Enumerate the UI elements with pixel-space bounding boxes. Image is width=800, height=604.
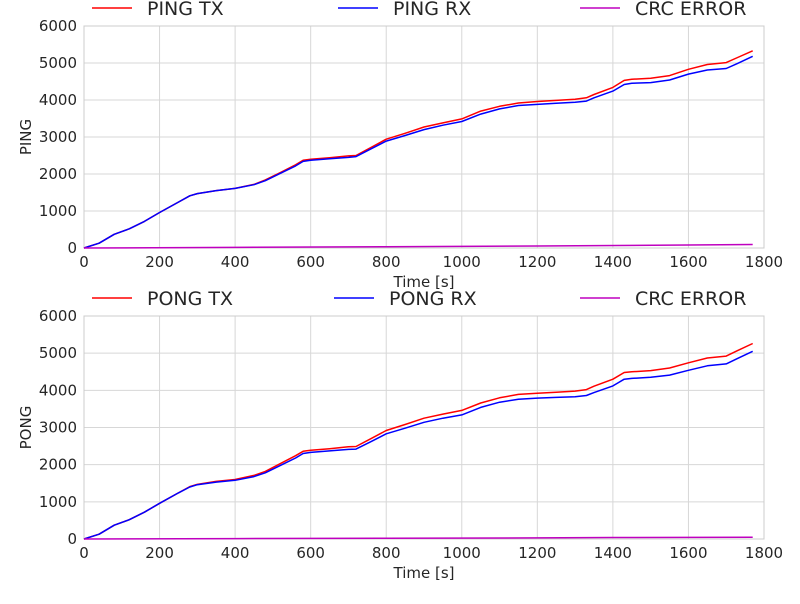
chart-2-y-tick-label-2: 2000 — [39, 456, 77, 474]
chart-1-x-tick-label-5: 1000 — [443, 253, 481, 271]
chart-2-legend-label-2: PONG RX — [389, 288, 477, 310]
chart-1-y-tick-label-2: 2000 — [39, 165, 77, 183]
chart-2-x-tick-label-2: 400 — [221, 544, 250, 562]
chart-2-y-tick-label-5: 5000 — [39, 344, 77, 362]
chart-2-x-tick-label-7: 1400 — [594, 544, 632, 562]
chart-2-x-tick-label-5: 1000 — [443, 544, 481, 562]
chart-2-x-tick-label-0: 0 — [79, 544, 89, 562]
chart-1-x-tick-label-3: 600 — [296, 253, 325, 271]
chart-1-x-tick-label-1: 200 — [145, 253, 174, 271]
chart-1-x-tick-label-0: 0 — [79, 253, 89, 271]
chart-2-x-tick-label-8: 1600 — [669, 544, 707, 562]
chart-2-x-tick-label-3: 600 — [296, 544, 325, 562]
chart-1-y-tick-label-5: 5000 — [39, 54, 77, 72]
chart-2-series-line-2 — [83, 350, 754, 540]
chart-2-y-tick-label-4: 4000 — [39, 381, 77, 399]
chart-2-y-tick-label-1: 1000 — [39, 493, 77, 511]
chart-1-frame — [83, 25, 765, 249]
chart-2-x-tick-label-6: 1200 — [518, 544, 556, 562]
chart-1-x-tick-label-8: 1600 — [669, 253, 707, 271]
chart-1-x-axis-label: Time [s] — [393, 273, 455, 291]
chart-1-y-tick-label-4: 4000 — [39, 91, 77, 109]
chart-2-y-tick-label-6: 6000 — [39, 307, 77, 325]
chart-1-x-tick-label-6: 1200 — [518, 253, 556, 271]
chart-2-x-tick-label-4: 800 — [372, 544, 401, 562]
chart-1-legend-label-3: CRC ERROR — [635, 0, 746, 20]
chart-1-y-tick-label-6: 6000 — [39, 17, 77, 35]
chart-1-series-line-3 — [83, 243, 753, 249]
chart-1-legend-label-1: PING TX — [147, 0, 224, 20]
chart-2-y-axis-label: PONG — [17, 406, 35, 450]
chart-2-frame — [83, 315, 765, 540]
chart-2-x-tick-label-9: 1800 — [745, 544, 783, 562]
chart-1-x-tick-label-2: 400 — [221, 253, 250, 271]
chart-2-series-line-3 — [83, 536, 753, 540]
chart-1-series-line-2 — [83, 55, 754, 249]
chart-1-y-tick-label-1: 1000 — [39, 202, 77, 220]
chart-2-x-axis-label: Time [s] — [393, 564, 455, 582]
chart-1-legend-label-2: PING RX — [393, 0, 471, 20]
chart-1-y-tick-label-0: 0 — [67, 239, 77, 257]
chart-2-y-tick-label-3: 3000 — [39, 419, 77, 437]
chart-1-y-axis-label: PING — [17, 119, 35, 155]
chart-1-x-tick-label-4: 800 — [372, 253, 401, 271]
chart-2-x-tick-label-1: 200 — [145, 544, 174, 562]
chart-2-legend-label-1: PONG TX — [147, 288, 233, 310]
chart-1-y-tick-label-3: 3000 — [39, 128, 77, 146]
chart-2-y-tick-label-0: 0 — [67, 530, 77, 548]
chart-1-x-tick-label-9: 1800 — [745, 253, 783, 271]
chart-1-x-tick-label-7: 1400 — [594, 253, 632, 271]
chart-2-legend-label-3: CRC ERROR — [635, 288, 746, 310]
